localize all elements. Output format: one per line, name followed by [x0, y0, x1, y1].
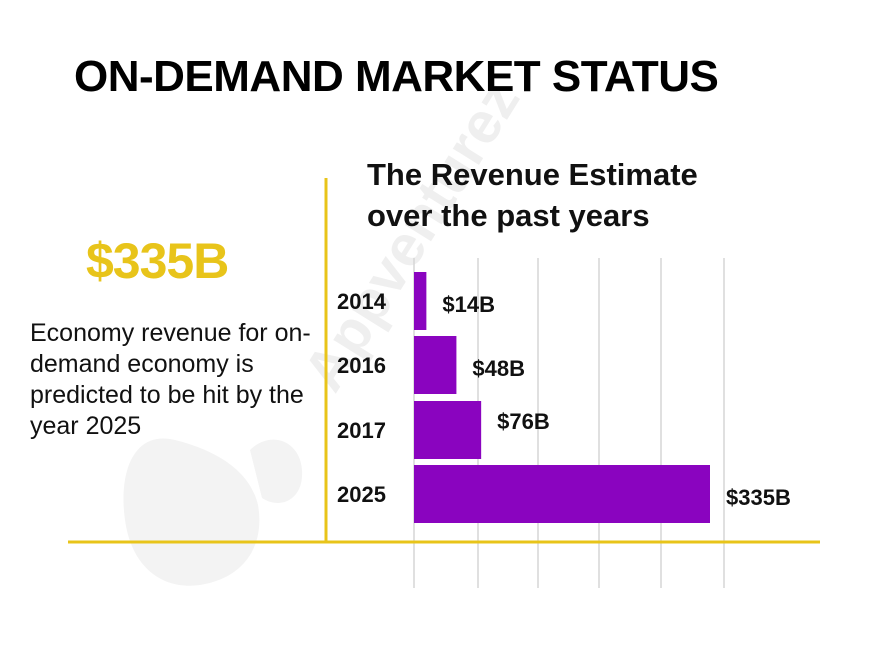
bar-2014 [414, 272, 427, 330]
value-label-2016: $48B [472, 356, 525, 381]
page-title: ON-DEMAND MARKET STATUS [74, 52, 719, 101]
value-label-2014: $14B [442, 292, 495, 317]
value-label-2025: $335B [726, 485, 791, 510]
chart-bars: 2014 $14B 2016 $48B 2017 $76B 2025 $335B [337, 272, 791, 523]
watermark-shape [123, 438, 303, 586]
headline-value: $335B [86, 233, 229, 289]
chart-title-line-2: over the past years [367, 198, 650, 233]
year-label-2025: 2025 [337, 482, 386, 507]
year-label-2017: 2017 [337, 418, 386, 443]
value-label-2017: $76B [497, 409, 550, 434]
bar-2017 [414, 401, 482, 459]
headline-description: Economy revenue for on-demand economy is… [30, 319, 311, 440]
year-label-2016: 2016 [337, 353, 386, 378]
chart-title-line-1: The Revenue Estimate [367, 157, 698, 192]
bar-2025 [414, 465, 710, 523]
year-label-2014: 2014 [337, 289, 387, 314]
bar-2016 [414, 336, 457, 394]
